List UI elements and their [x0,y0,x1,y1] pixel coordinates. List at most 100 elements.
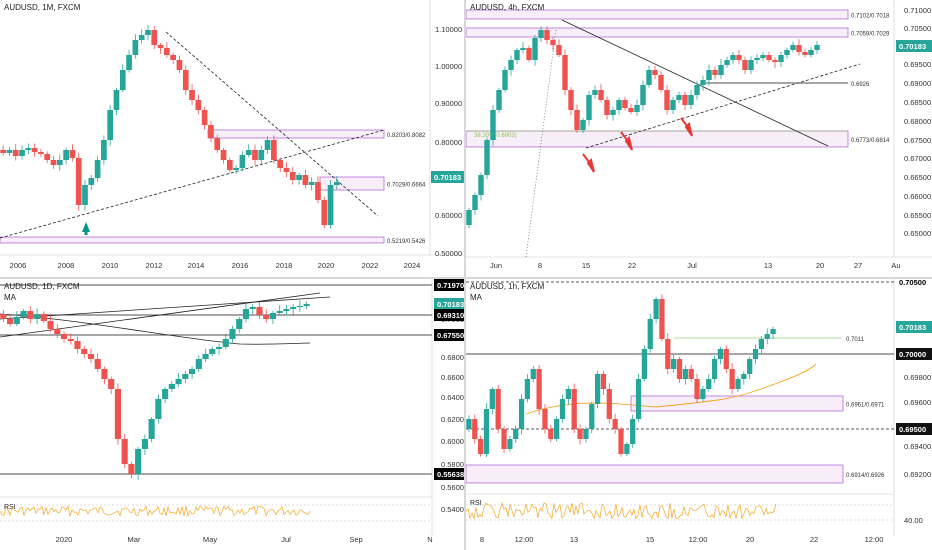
candle [290,307,297,309]
support-zone-label: 0.7029/0.6664 [387,183,426,189]
candle [256,307,263,315]
candle [770,329,776,334]
candle [277,160,284,168]
candle [772,60,778,62]
low-zone [0,236,385,244]
vertical-divider[interactable] [464,0,466,550]
candle [132,40,139,55]
daily-chart-panel[interactable]: 0.700000.680000.660000.640000.620000.600… [0,279,464,550]
monthly-chart[interactable]: 1.100001.000000.900000.800000.700000.600… [0,0,464,277]
candle [108,379,115,389]
candle [589,404,595,429]
candle [554,419,560,439]
candle [501,429,507,449]
candle [764,334,770,339]
level-label: 0.6926 [851,82,870,88]
candle [148,419,155,439]
candle [44,154,51,160]
y-tick-label: 0.69600 [904,398,931,407]
x-tick-label: 13 [764,261,772,270]
price-level-label: 0.67550 [437,331,464,340]
y-tick-label: 0.70500 [904,24,931,33]
y-tick-label: 0.68000 [904,117,931,126]
y-tick-label: 0.60000 [441,437,464,446]
candle [741,374,747,379]
rsi-line [0,505,311,518]
candle [718,65,724,75]
candle [752,349,759,359]
candle [630,419,636,444]
uptrend-line [585,63,861,149]
candle [670,100,676,110]
candle [784,50,790,55]
candle [242,309,250,319]
x-tick-label: 8 [538,261,542,270]
candle [296,175,302,180]
candle [507,439,513,449]
resistance-zone [466,27,849,38]
candle [56,160,63,165]
h4-chart[interactable]: 0.710000.705000.700000.695000.690000.685… [466,0,932,277]
red-arrow-icon [620,131,633,151]
x-tick-label: 20 [816,261,824,270]
candle [135,449,142,474]
candle [283,168,290,172]
x-tick-label: 22 [810,535,818,544]
candle [729,369,735,389]
candle [548,429,554,439]
candle [671,359,677,369]
price-level-label-bg [896,423,932,435]
moving-average-line [0,313,311,345]
candle [688,369,694,379]
horizontal-divider[interactable] [0,277,932,279]
candle [538,30,544,38]
candle [296,306,303,307]
y-tick-label: 1.10000 [435,25,462,34]
chart-title: AUDUSD, 1M, FXCM [4,3,81,12]
h1-chart-panel[interactable]: 0.70500 0.70183 0.70000 0.69800 0.69600 0.695… [466,279,932,550]
candle [544,30,550,40]
monthly-chart-panel[interactable]: 1.100001.000000.900000.800000.700000.600… [0,0,464,277]
x-tick-label: 15 [582,261,590,270]
candle [700,80,706,85]
price-level-label: 0.71970 [437,281,464,290]
candle [652,70,658,75]
y-tick-label: 0.66000 [441,373,464,382]
candle [559,399,566,419]
candle [222,339,229,347]
price-level-label: 0.70000 [899,350,926,359]
last-price-label-bg [896,321,932,333]
level-label: 0.7011 [846,337,865,343]
candle [477,439,484,454]
last-price-label-bg [431,171,464,183]
y-tick-label: 0.68500 [904,98,931,107]
candle [604,100,610,115]
trendline [0,292,321,338]
candle [635,379,642,419]
ma-indicator-label[interactable]: MA [4,293,16,302]
candle [229,329,236,339]
candle [220,150,227,160]
resistance-zone [466,9,849,20]
price-level-label: 0.69500 [899,425,926,434]
candle [640,85,646,105]
y-tick-label: 0.54000 [441,505,464,514]
price-level-label-bg [896,348,932,360]
ma-indicator-label[interactable]: MA [470,293,482,302]
candle [647,319,653,349]
candle [202,354,209,359]
candle [628,108,634,112]
candle [69,150,76,158]
candle [31,148,38,152]
candle [665,339,671,369]
candle [121,439,128,464]
candle [520,48,526,50]
rsi-tick-label: 40.00 [904,516,923,525]
candle [514,50,520,60]
price-level-label-bg [434,468,464,480]
daily-chart[interactable]: 0.700000.680000.660000.640000.620000.600… [0,279,464,550]
y-tick-label: 0.65500 [904,211,931,220]
h1-chart[interactable]: 0.70500 0.70183 0.70000 0.69800 0.69600 0.695… [466,279,932,550]
h4-chart-panel[interactable]: 0.710000.705000.700000.695000.690000.685… [466,0,932,277]
